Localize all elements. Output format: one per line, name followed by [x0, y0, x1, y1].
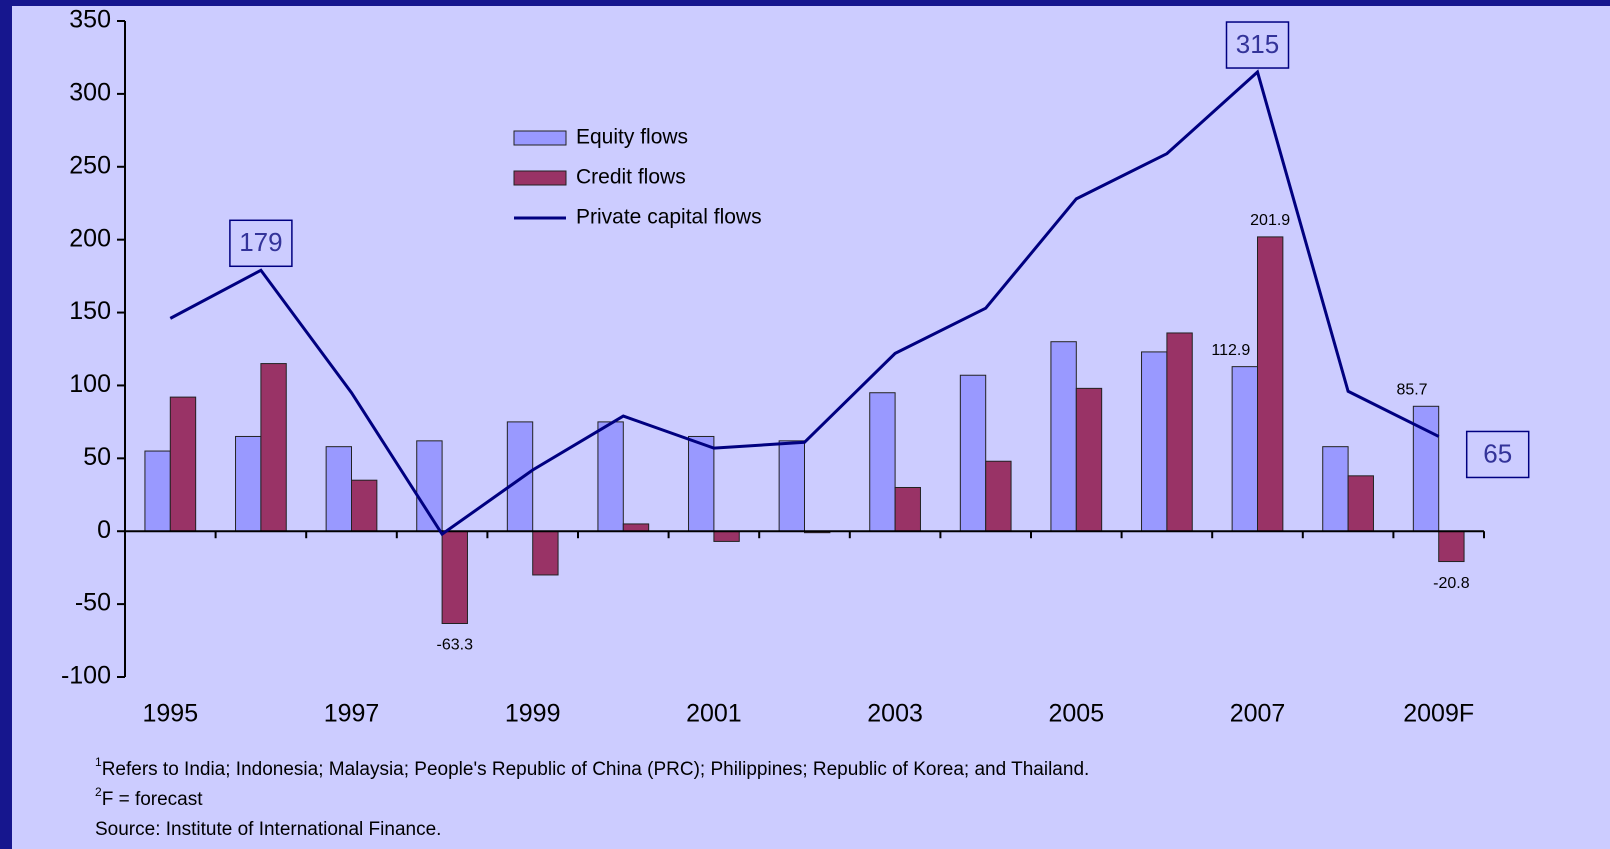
bar	[1347, 475, 1374, 532]
data-label: 65	[1483, 438, 1512, 468]
footnote: 2F = forecast	[95, 785, 203, 810]
bar	[351, 479, 378, 532]
bar	[894, 486, 921, 532]
data-label: -63.3	[437, 637, 474, 654]
x-tick-label: 2003	[867, 700, 923, 728]
footnote-text: Refers to India; Indonesia; Malaysia; Pe…	[102, 759, 1090, 780]
footnote-mark: 2	[95, 785, 102, 799]
bar	[985, 460, 1012, 532]
bar	[441, 530, 468, 624]
legend-swatch	[513, 170, 567, 186]
bar	[260, 363, 287, 532]
y-tick-label: 0	[97, 516, 111, 544]
bar	[416, 440, 443, 532]
data-label: 315	[1236, 29, 1279, 59]
legend-label: Equity flows	[576, 126, 688, 149]
x-tick-label: 1999	[505, 700, 561, 728]
y-tick-label: 250	[69, 151, 111, 179]
y-tick-label: 150	[69, 297, 111, 325]
line	[169, 69, 1440, 537]
bar	[622, 523, 650, 532]
label-box	[1225, 21, 1290, 69]
data-label: 201.9	[1250, 212, 1290, 229]
y-tick-label: 300	[69, 78, 111, 106]
data-label: 179	[239, 227, 282, 257]
bar	[1438, 530, 1465, 563]
x-tick-label: 1997	[324, 700, 380, 728]
y-tick-label: 200	[69, 224, 111, 252]
bar	[597, 421, 624, 532]
bar	[506, 421, 534, 532]
y-tick-label: 350	[69, 6, 111, 34]
legend-swatch	[513, 130, 567, 146]
bar	[1257, 236, 1284, 532]
x-tick-label: 2007	[1230, 700, 1286, 728]
bar	[235, 435, 262, 532]
bar	[1141, 351, 1168, 532]
bar	[959, 374, 987, 532]
label-box	[1465, 430, 1530, 479]
bar	[1075, 387, 1103, 532]
bar	[1231, 366, 1258, 532]
legend-label: Private capital flows	[576, 206, 762, 229]
legend-label: Credit flows	[576, 166, 686, 189]
x-tick-label: 1995	[142, 700, 198, 728]
y-tick-label: 100	[69, 370, 111, 398]
y-tick-label: -100	[61, 662, 111, 690]
bar	[778, 440, 806, 532]
footnote: 1Refers to India; Indonesia; Malaysia; P…	[95, 755, 1089, 780]
source: Source: Institute of International Finan…	[95, 819, 441, 840]
bar	[1322, 446, 1349, 532]
bar	[325, 446, 352, 532]
bar	[1166, 332, 1193, 532]
bar	[1050, 341, 1077, 532]
x-tick-label: 2005	[1048, 700, 1104, 728]
footnote-mark: 1	[95, 755, 102, 769]
x-tick-label: 2009F	[1403, 700, 1474, 728]
bar	[688, 435, 715, 532]
data-label: 112.9	[1211, 342, 1250, 359]
label-box	[229, 219, 293, 268]
bar	[169, 396, 197, 532]
x-tick-label: 2001	[686, 700, 742, 728]
bar	[144, 450, 171, 532]
data-label: -20.8	[1433, 575, 1470, 592]
bar	[869, 392, 896, 532]
y-tick-label: -50	[75, 589, 111, 617]
bar	[713, 530, 740, 542]
data-label: 85.7	[1396, 382, 1427, 399]
y-tick-label: 50	[83, 443, 111, 471]
footnote-text: F = forecast	[102, 789, 204, 810]
bar	[532, 530, 559, 576]
